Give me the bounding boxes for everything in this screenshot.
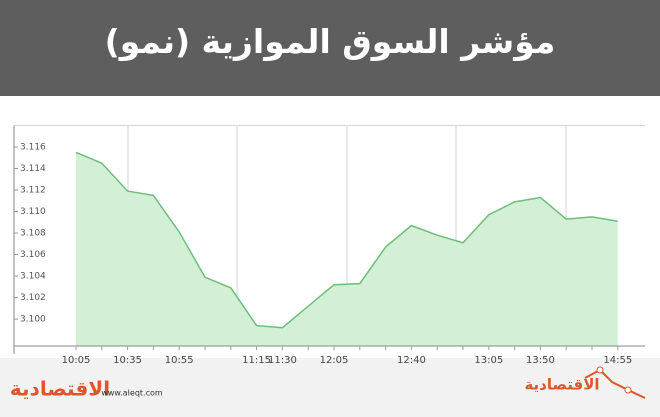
footer: الاقتصادية www.aleqt.com الاقتصادية: [10, 366, 646, 401]
x-tick-label: 11:30: [268, 355, 297, 366]
x-tick-label: 12:40: [397, 355, 426, 366]
x-tick-label: 14:55: [603, 355, 632, 366]
y-tick-label: 3.108: [20, 229, 46, 239]
y-tick-label: 3.104: [20, 272, 46, 282]
url: www.aleqt.com: [101, 389, 163, 398]
x-tick-label: 13:50: [526, 355, 555, 366]
y-tick-label: 3.106: [20, 250, 46, 260]
logo-dot: [624, 386, 632, 394]
x-tick-label: 12:05: [320, 355, 349, 366]
y-tick-label: 3.100: [20, 315, 46, 325]
x-tick-label: 10:35: [113, 355, 142, 366]
y-tick-label: 3.102: [20, 293, 46, 303]
logo-dot: [596, 366, 604, 374]
logo-left: الاقتصادية: [10, 377, 110, 401]
x-tick-label: 10:05: [62, 355, 91, 366]
area: [76, 152, 618, 346]
title: مؤشر السوق الموازية (نمو): [104, 22, 556, 61]
logo-right: الاقتصادية: [524, 376, 599, 394]
x-tick-label: 13:05: [474, 355, 503, 366]
y-tick-label: 3.110: [20, 207, 46, 217]
line: [75, 151, 618, 329]
x-tick-label: 10:55: [165, 355, 194, 366]
header: مؤشر السوق الموازية (نمو): [0, 0, 660, 96]
y-tick-label: 3.114: [20, 164, 46, 174]
y-tick-label: 3.116: [20, 143, 46, 153]
logo-graph: [584, 368, 646, 399]
y-tick-label: 3.112: [20, 186, 46, 196]
x-tick-label: 11:15: [242, 355, 271, 366]
